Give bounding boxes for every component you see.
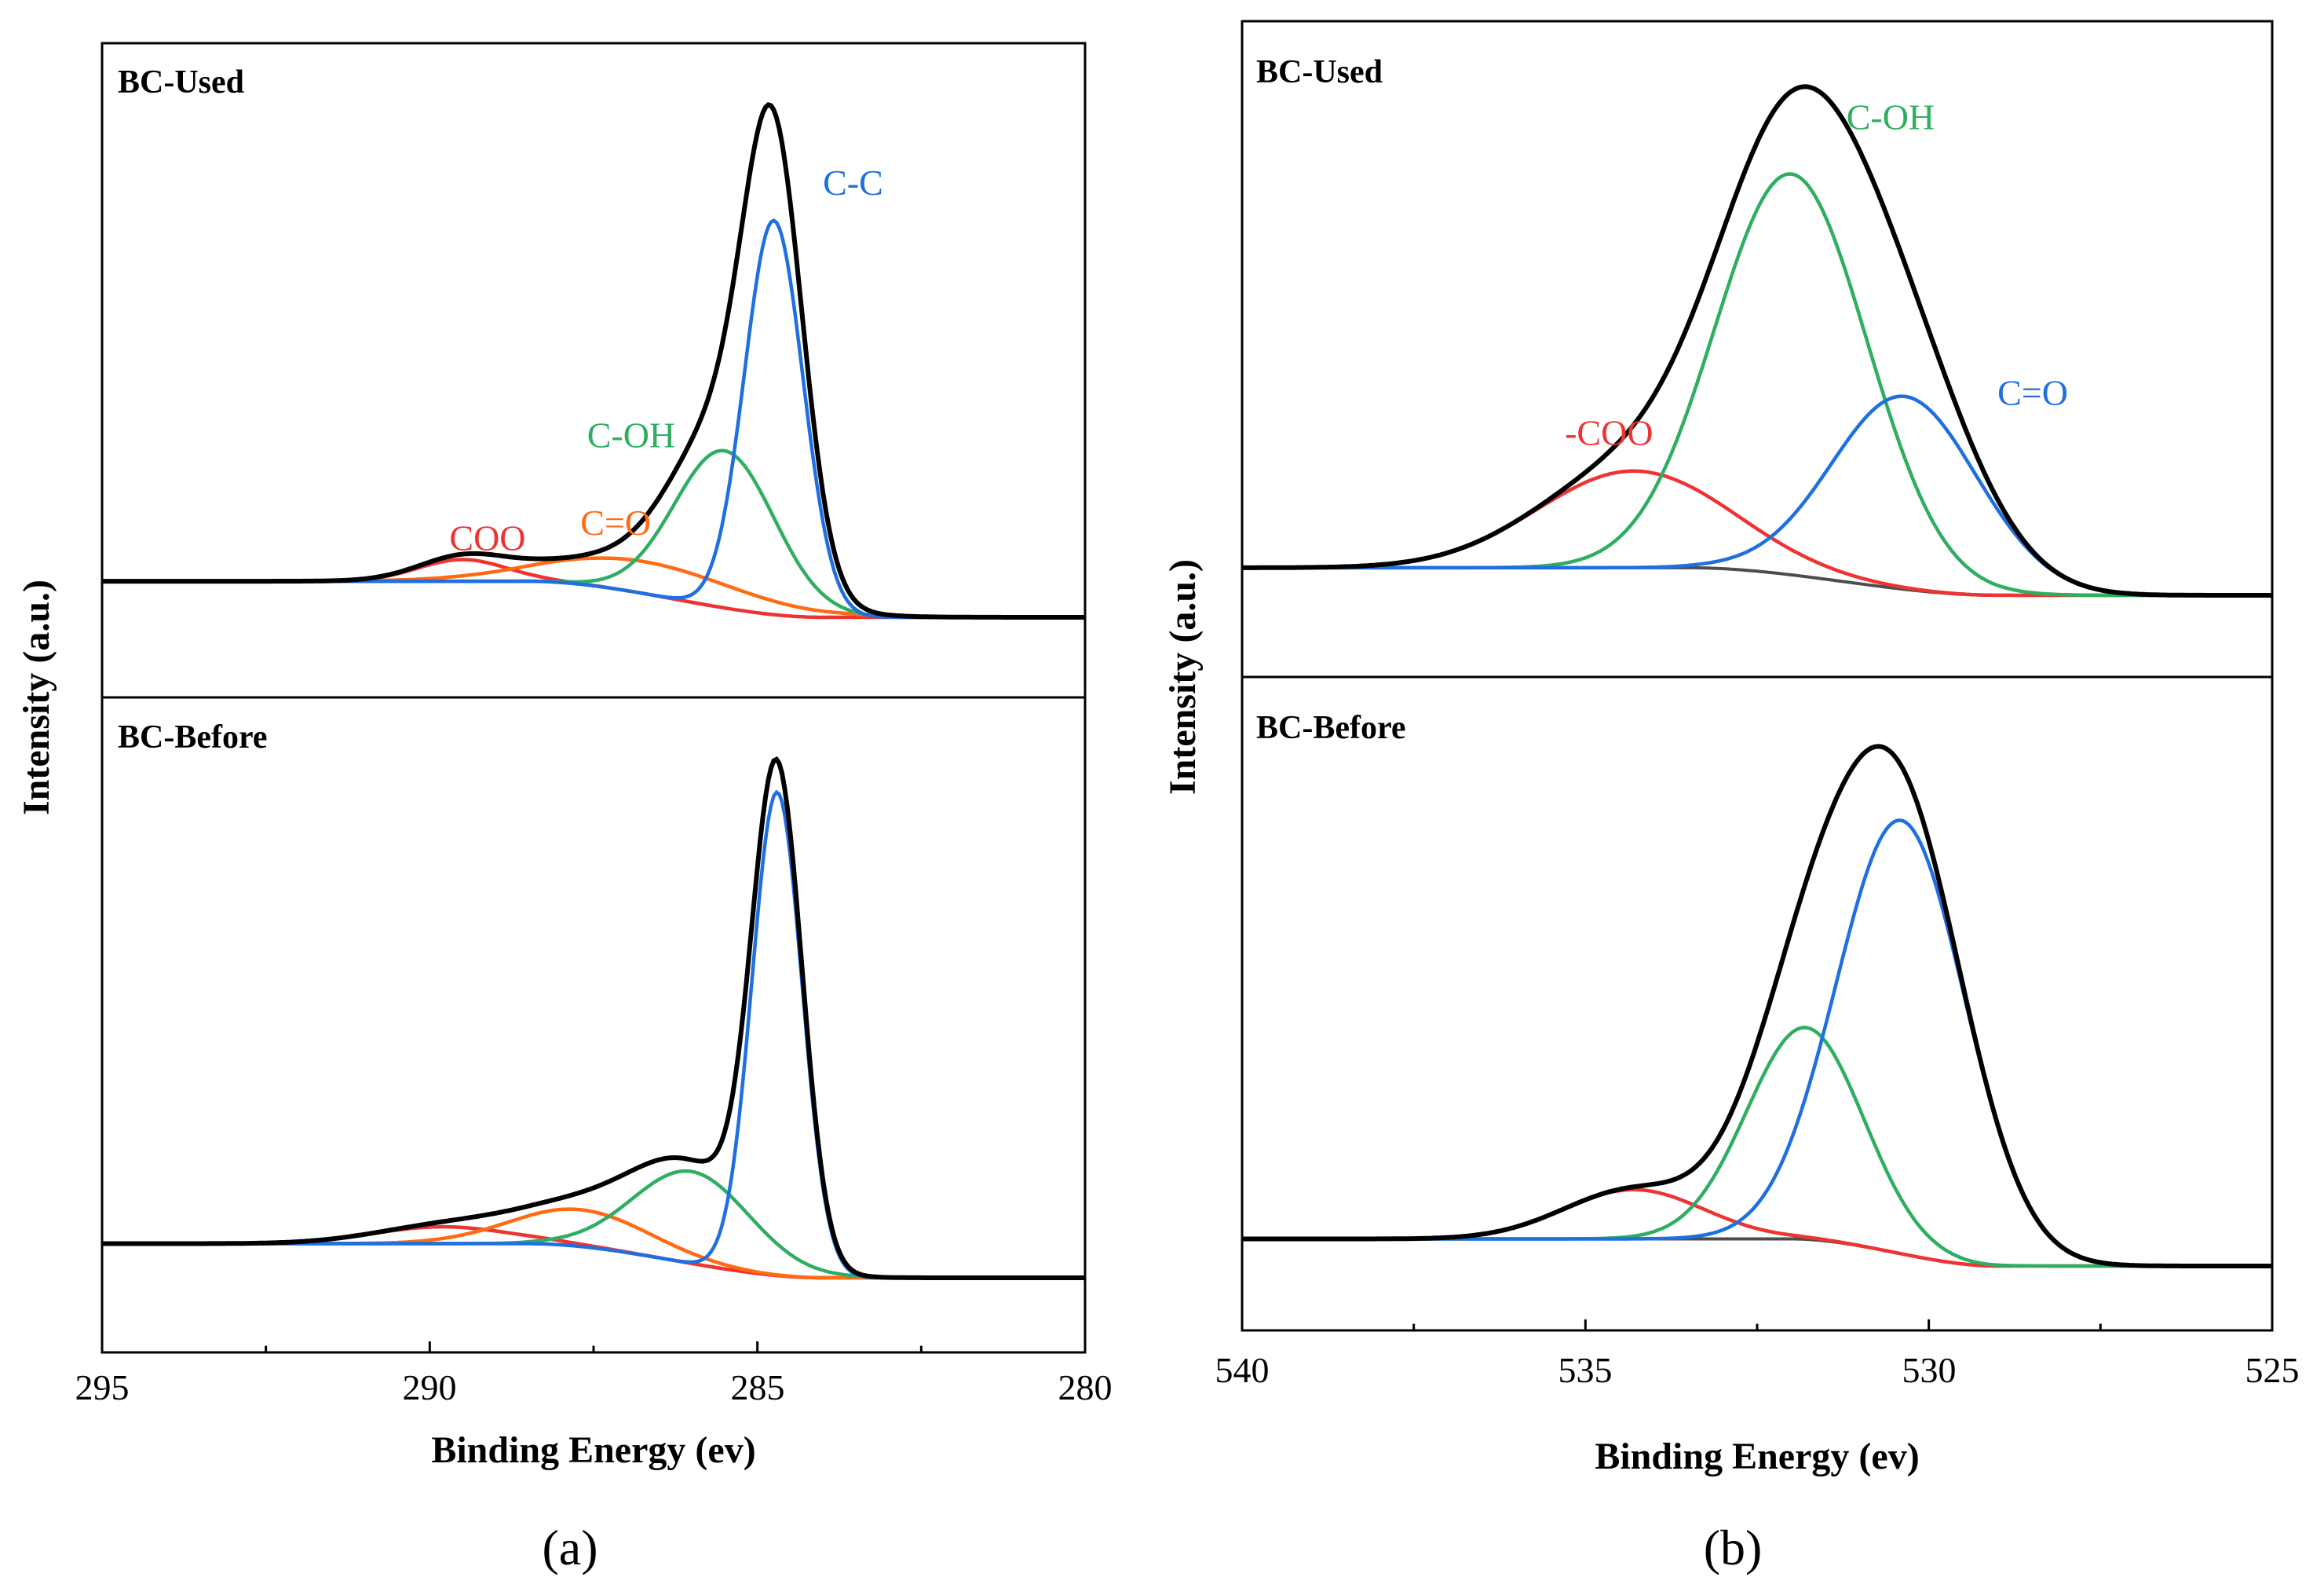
chart-a-tick-label-285: 285 <box>731 1367 785 1407</box>
chart-a-panel-used-labels: COO C=O C-OH C-C <box>449 163 882 558</box>
chart-b-panel-1-peak-coo <box>1242 1187 2272 1268</box>
chart-a-panel-used-title: BC-Used <box>118 64 244 101</box>
chart-b-peak-label-coo: -COO <box>1565 413 1653 453</box>
chart-a-peak-label-c-o: C=O <box>580 503 651 543</box>
chart-a-caption: (a) <box>542 1520 597 1575</box>
chart-b-panel-used-title: BC-Used <box>1256 54 1383 90</box>
chart-b-tick-label-530: 530 <box>1902 1350 1957 1390</box>
chart-a-panel-1-peak-c-c <box>102 789 1085 1280</box>
chart-a-panel-0-envelope <box>102 102 1085 620</box>
chart-b-panel-before: BC-Before <box>1242 710 2272 1268</box>
chart-b: BC-Used -COO C-OH C=O BC-Before 540 535 53… <box>1162 20 2300 1575</box>
chart-a: BC-Used COO C=OC-OHC-C BC-Before 295 290 … <box>16 42 1113 1575</box>
chart-b-panel-0-peak-coo <box>1242 469 2272 598</box>
chart-b-panel-0-peak-c-oh <box>1242 172 2272 598</box>
chart-a-panel-1-peak-coo <box>102 1224 1085 1280</box>
chart-a-tick-label-295: 295 <box>75 1367 130 1407</box>
chart-a-panel-before: BC-Before <box>102 719 1085 1280</box>
chart-b-caption: (b) <box>1704 1520 1763 1575</box>
chart-b-panel-1-background-line <box>1242 1237 2272 1268</box>
chart-b-x-axis-title: Binding Energy (ev) <box>1595 1436 1919 1477</box>
chart-a-y-axis-title: Intensity (a.u.) <box>16 580 57 815</box>
chart-a-panel-used: BC-Used COO C=O C-OH C-C <box>102 64 1085 620</box>
chart-b-peak-label-c-o: C=O <box>1997 373 2068 413</box>
chart-a-peak-label-coo: COO <box>449 518 525 558</box>
chart-b-tick-label-535: 535 <box>1558 1350 1613 1390</box>
chart-b-x-ticks <box>1241 1319 2274 1330</box>
chart-a-panel-0-peak-coo <box>102 558 1085 620</box>
chart-a-tick-label-290: 290 <box>403 1367 457 1407</box>
chart-b-panel-1-envelope <box>1242 744 2272 1268</box>
chart-a-panel-0-peak-c-o <box>102 556 1085 620</box>
chart-b-y-axis-title: Intensity (a.u.) <box>1162 559 1204 795</box>
chart-a-peak-label-c-oh: C-OH <box>587 415 675 456</box>
chart-a-panel-before-curves <box>102 756 1085 1280</box>
chart-b-tick-label-540: 540 <box>1215 1350 1270 1390</box>
chart-b-panel-used: BC-Used -COO C-OH C=O <box>1242 54 2272 598</box>
chart-b-tick-label-525: 525 <box>2245 1350 2300 1390</box>
chart-a-x-ticks <box>100 1341 1087 1352</box>
chart-b-panel-used-labels: -COO C-OH C=O <box>1565 97 2068 453</box>
chart-a-panel-before-title: BC-Before <box>118 719 268 756</box>
chart-a-peak-label-c-c: C-C <box>823 163 883 203</box>
chart-b-panel-0-envelope <box>1242 84 2272 598</box>
chart-b-panel-used-curves <box>1242 84 2272 598</box>
chart-a-tick-label-280: 280 <box>1058 1367 1113 1407</box>
chart-a-x-axis-title: Binding Energy (ev) <box>431 1429 755 1471</box>
chart-a-panel-used-curves <box>102 102 1085 620</box>
chart-b-peak-label-c-oh: C-OH <box>1847 97 1935 137</box>
chart-b-panel-before-curves <box>1242 744 2272 1268</box>
chart-b-panel-before-title: BC-Before <box>1256 710 1406 746</box>
chart-a-panel-1-envelope <box>102 756 1085 1280</box>
